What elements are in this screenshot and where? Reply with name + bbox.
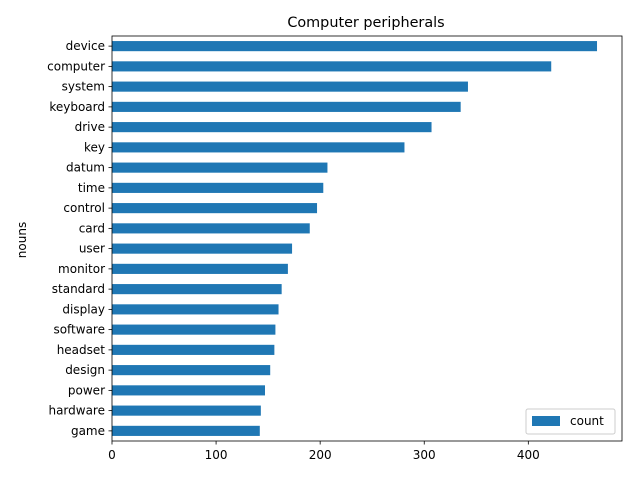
bar-display [112,304,279,315]
legend-label-count: count [570,414,604,428]
y-axis-label: nouns [15,222,29,258]
bar-user [112,243,293,254]
bar-monitor [112,263,288,274]
y-tick-label-device: device [66,39,105,53]
y-tick-label-software: software [53,323,105,337]
bar-keyboard [112,101,461,112]
y-tick-label-design: design [65,363,105,377]
legend-box [525,408,616,435]
y-tick-label-keyboard: keyboard [49,100,105,114]
x-axis-ticks: 0 100 200 300 400 [108,441,540,462]
x-tick-label-0: 0 [108,448,116,462]
y-tick-label-datum: datum [66,161,105,175]
bar-design [112,365,271,376]
x-tick-label-400: 400 [517,448,540,462]
y-tick-label-headset: headset [57,343,106,357]
y-tick-label-hardware: hardware [48,404,105,418]
bar-game [112,425,260,436]
y-tick-label-control: control [63,201,105,215]
bar-card [112,223,310,234]
y-tick-label-key: key [84,140,105,154]
y-tick-label-user: user [79,242,105,256]
bar-power [112,385,265,396]
x-tick-label-200: 200 [309,448,332,462]
bar-software [112,324,276,335]
bar-drive [112,122,432,133]
y-tick-label-display: display [62,302,105,316]
bar-datum [112,162,328,173]
bar-key [112,142,405,153]
bars-group [112,41,598,436]
bar-computer [112,61,552,72]
x-tick-label-100: 100 [205,448,228,462]
bar-standard [112,284,282,295]
y-tick-label-power: power [68,383,105,397]
plot-frame [111,35,623,442]
x-tick-label-300: 300 [413,448,436,462]
y-tick-label-game: game [71,424,105,438]
bar-hardware [112,405,261,416]
y-axis-ticks: device computer system keyboard drive key datu… [47,39,112,438]
y-tick-label-computer: computer [47,59,105,73]
y-tick-label-monitor: monitor [58,262,105,276]
y-tick-label-drive: drive [75,120,105,134]
y-tick-label-standard: standard [52,282,105,296]
chart-title: Computer peripherals [287,15,444,31]
bar-time [112,182,324,193]
y-tick-label-time: time [78,181,105,195]
y-tick-label-system: system [62,80,105,94]
y-tick-label-card: card [79,221,105,235]
legend-swatch [532,416,560,426]
bar-headset [112,344,275,355]
legend: count [525,408,616,435]
bar-control [112,203,318,214]
bar-device [112,41,598,52]
bar-system [112,81,468,92]
